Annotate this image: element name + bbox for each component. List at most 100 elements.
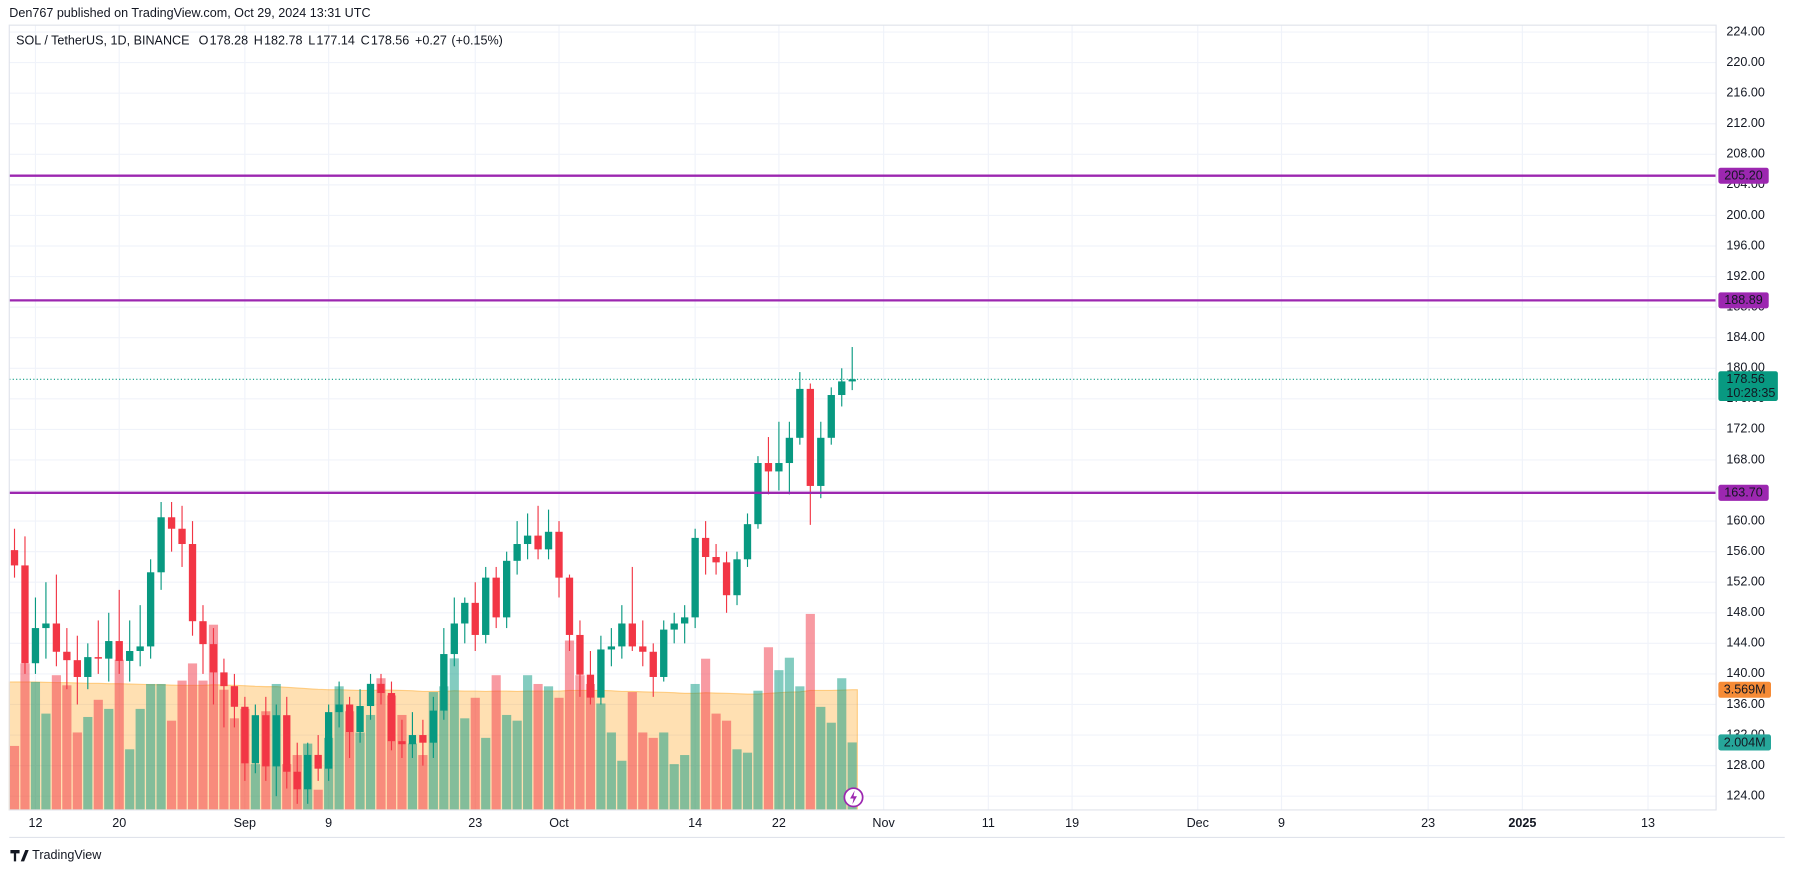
- x-tick-label: Nov: [872, 816, 895, 830]
- y-tick-label: 196.00: [1726, 238, 1764, 252]
- y-tick-label: 136.00: [1726, 697, 1764, 711]
- candle-body: [722, 562, 731, 596]
- candle-body: [565, 577, 574, 635]
- caption: Den767 published on TradingView.com, Oct…: [9, 6, 370, 20]
- x-tick-label: 13: [1641, 816, 1655, 830]
- y-tick-label: 152.00: [1726, 575, 1764, 589]
- candle-body: [712, 557, 720, 563]
- candle-body: [52, 623, 61, 652]
- volume-bar: [407, 743, 417, 810]
- volume-label-box: [1718, 734, 1771, 751]
- y-tick-label: 224.00: [1726, 24, 1764, 38]
- volume-bar: [816, 706, 826, 810]
- candle-body: [398, 741, 406, 745]
- volume-bar: [648, 737, 658, 810]
- candle-body: [806, 388, 814, 486]
- candle-body: [796, 388, 804, 438]
- volume-bar: [533, 683, 543, 810]
- candle-body: [146, 572, 155, 647]
- volume-bar: [198, 680, 208, 810]
- candle-body: [10, 550, 19, 566]
- volume-bar: [564, 640, 575, 810]
- level-label: 188.89: [1724, 293, 1762, 307]
- candle-body: [775, 463, 783, 472]
- legend-text: O: [199, 34, 209, 48]
- candle-body: [597, 649, 605, 698]
- candle-body: [387, 693, 396, 742]
- candle-body: [126, 650, 134, 661]
- candle-body: [785, 437, 794, 464]
- x-tick-label: 23: [468, 816, 482, 830]
- y-tick-label: 168.00: [1726, 452, 1764, 466]
- candle-body: [199, 621, 207, 645]
- candle-body: [827, 395, 835, 438]
- candle-body: [366, 683, 375, 707]
- candle-body: [471, 602, 479, 635]
- y-tick-label: 128.00: [1726, 758, 1764, 772]
- volume-bar: [543, 686, 554, 810]
- replay-icon: [843, 787, 864, 808]
- candle-body: [345, 704, 354, 732]
- x-tick-label: 2025: [1508, 816, 1536, 830]
- candle-body: [304, 754, 312, 790]
- candle-body: [209, 644, 218, 673]
- legend-text: +0.27: [415, 34, 447, 48]
- y-tick-label: 184.00: [1726, 330, 1764, 344]
- volume-bar: [146, 683, 156, 810]
- x-tick-label: Oct: [549, 816, 569, 830]
- y-tick-label: 200.00: [1726, 208, 1764, 222]
- legend-text: H: [254, 34, 263, 48]
- candles: [10, 347, 856, 804]
- volume-bar: [62, 685, 72, 810]
- volume-bar: [784, 657, 794, 810]
- overlay: SOL / TetherUS, 1D, BINANCE O 178.28 H 182.7…: [9, 34, 1778, 751]
- y-tick-label: 212.00: [1726, 116, 1764, 130]
- x-tick-label: Dec: [1187, 816, 1209, 830]
- y-tick-label: 216.00: [1726, 86, 1764, 100]
- volume-bar: [135, 708, 145, 810]
- candle-body: [838, 381, 846, 396]
- volume-label: 2.004M: [1724, 735, 1766, 749]
- volume-bar: [826, 722, 836, 810]
- candle-body: [293, 771, 301, 790]
- candle-body: [701, 537, 710, 558]
- volume-bar: [72, 732, 82, 810]
- candle-body: [241, 706, 249, 764]
- level-label: 163.70: [1724, 486, 1762, 500]
- candle-body: [42, 623, 50, 629]
- candle-body: [764, 463, 773, 472]
- volume-bar: [219, 689, 229, 810]
- level-label-box: [1718, 484, 1769, 501]
- level-label: 205.20: [1724, 169, 1762, 183]
- x-tick-label: 12: [28, 816, 42, 830]
- legend-text: 182.78: [264, 34, 302, 48]
- volume-bar: [114, 659, 124, 810]
- y-tick-label: 148.00: [1726, 605, 1764, 619]
- candle-body: [230, 686, 239, 707]
- level-label-box: [1718, 292, 1769, 309]
- volume-bar: [523, 675, 533, 810]
- volume-bar: [690, 683, 700, 810]
- candle-body: [649, 651, 657, 677]
- footer: TradingView: [32, 848, 102, 862]
- volume-bar: [418, 755, 428, 810]
- x-tick-label: 22: [772, 816, 786, 830]
- candle-body: [733, 559, 741, 596]
- candle-body: [408, 735, 417, 745]
- candle-body: [555, 531, 563, 578]
- volume-bar: [313, 789, 323, 810]
- grid: 124.00128.00132.00136.00140.00144.00148.…: [9, 24, 1765, 830]
- volume-label-box: [1718, 681, 1771, 698]
- y-tick-label: 144.00: [1726, 636, 1764, 650]
- footer-logo: [10, 849, 29, 862]
- candle-body: [586, 674, 595, 698]
- volume-bar: [606, 732, 616, 810]
- candle-body: [167, 517, 176, 529]
- volume-bar: [229, 718, 239, 810]
- last-price-label: 178.56: [1726, 372, 1764, 386]
- volume-bar: [669, 764, 679, 810]
- candle-body: [628, 623, 636, 647]
- x-tick-label: Sep: [234, 816, 256, 830]
- volume-bar: [439, 686, 449, 810]
